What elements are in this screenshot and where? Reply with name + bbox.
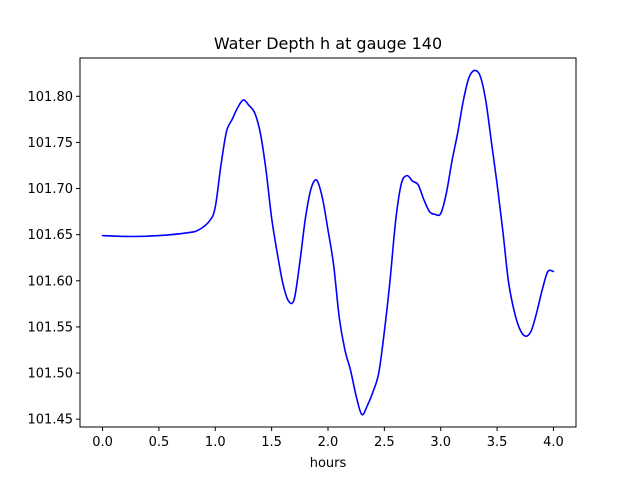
x-tick-label: 3.5	[487, 435, 508, 450]
x-tick-label: 2.0	[318, 435, 339, 450]
y-tick-label: 101.60	[28, 274, 74, 289]
y-tick-label: 101.65	[28, 228, 74, 243]
x-tick-label: 1.5	[261, 435, 282, 450]
x-tick-label: 2.5	[374, 435, 395, 450]
x-tick-label: 1.0	[205, 435, 226, 450]
x-axis: 0.0 0.5 1.0 1.5 2.0 2.5 3.0 3.5 4.0	[92, 427, 564, 450]
x-axis-label: hours	[310, 456, 347, 471]
y-axis: 101.45 101.50 101.55 101.60 101.65 101.70 101.…	[28, 90, 80, 428]
series-line	[101, 69, 555, 416]
x-tick-label: 3.0	[430, 435, 451, 450]
y-tick-label: 101.45	[28, 413, 74, 428]
x-tick-label: 0.5	[149, 435, 170, 450]
x-tick-label: 0.0	[92, 435, 113, 450]
chart-title: Water Depth h at gauge 140	[214, 34, 442, 53]
y-tick-label: 101.50	[28, 367, 74, 382]
y-tick-label: 101.80	[28, 90, 74, 105]
plot-area	[101, 69, 555, 416]
y-tick-label: 101.75	[28, 136, 74, 151]
y-tick-label: 101.70	[28, 182, 74, 197]
x-tick-label: 4.0	[543, 435, 564, 450]
y-tick-label: 101.55	[28, 320, 74, 335]
